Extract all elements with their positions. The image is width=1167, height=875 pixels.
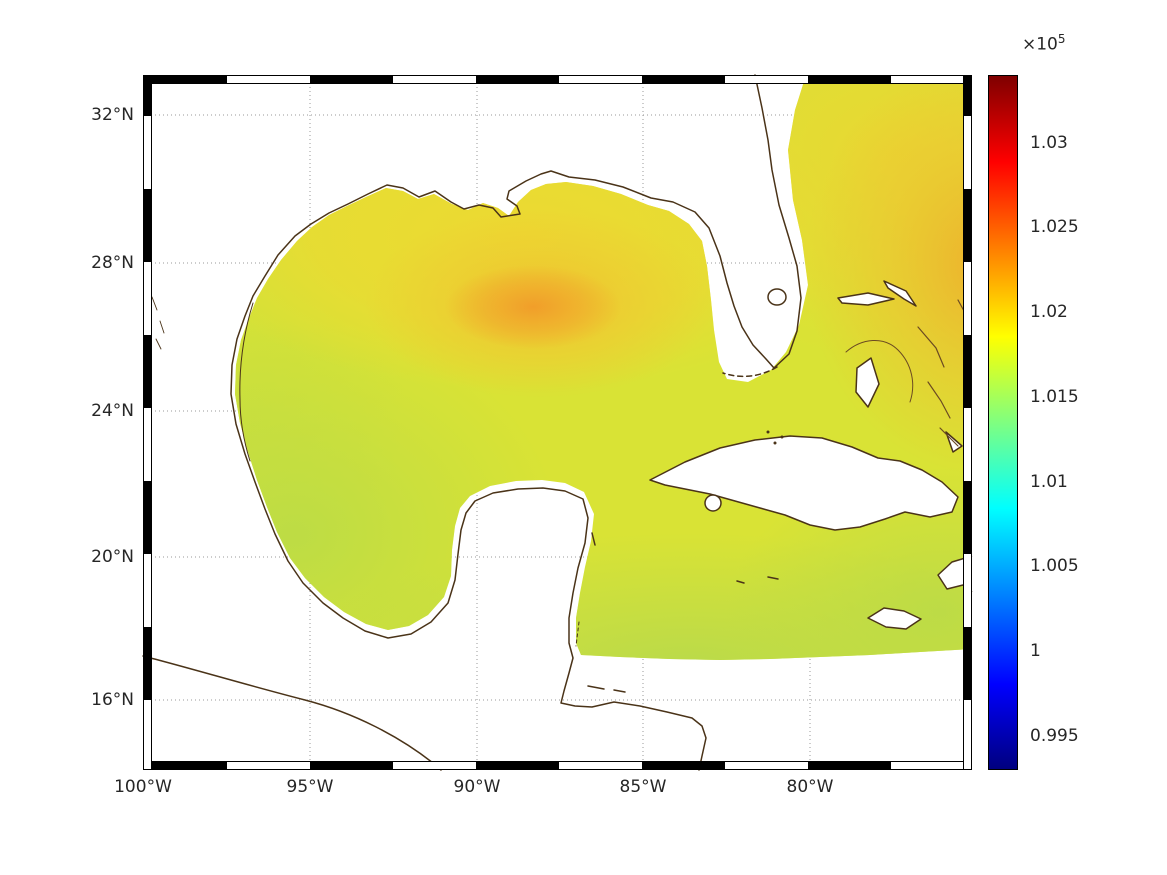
florida-keys <box>722 366 778 378</box>
cay-sal-bank <box>766 430 784 445</box>
lon-tick-label: 100°W <box>114 777 172 797</box>
map-frame-left <box>143 75 152 770</box>
lat-tick-label: 28°N <box>91 253 134 273</box>
colorbar-tick-label: 1.02 <box>1030 302 1068 322</box>
isla-juventud <box>704 494 722 512</box>
eleuthera-chain <box>917 326 945 368</box>
map-frame-right <box>963 75 972 770</box>
andros-island <box>855 357 880 408</box>
jamaica-island <box>867 607 922 630</box>
cuba-island <box>649 435 959 531</box>
texas-barrier-island <box>239 302 254 462</box>
cozumel-island <box>591 532 596 546</box>
colorbar-tick-label: 0.995 <box>1030 726 1079 746</box>
lon-tick-label: 95°W <box>286 777 334 797</box>
lat-tick-label: 20°N <box>91 547 134 567</box>
coastline-mainland <box>230 74 802 771</box>
lat-tick-label: 32°N <box>91 105 134 125</box>
lake-okeechobee <box>767 288 787 306</box>
abaco-island <box>883 280 917 307</box>
lon-tick-label: 90°W <box>453 777 501 797</box>
lon-tick-label: 85°W <box>619 777 667 797</box>
colorbar-tick-label: 1.025 <box>1030 217 1079 237</box>
inland-lagoon-marks <box>151 296 165 350</box>
coastline-pacific-mexico <box>142 655 442 771</box>
colorbar-tick-label: 1.015 <box>1030 387 1079 407</box>
lat-tick-label: 24°N <box>91 401 134 421</box>
great-bahama-bank <box>845 340 914 403</box>
bay-islands <box>587 685 626 693</box>
map-frame-top <box>143 75 972 84</box>
lon-tick-label: 80°W <box>786 777 834 797</box>
belize-reef <box>575 621 580 647</box>
cayman-islands <box>736 576 779 584</box>
colorbar-tick-label: 1.01 <box>1030 472 1068 492</box>
colorbar-exponent: ×105 <box>1022 32 1066 55</box>
colorbar-tick-label: 1.03 <box>1030 133 1068 153</box>
long-island-bahamas <box>939 427 959 447</box>
colorbar <box>988 75 1018 770</box>
colorbar-tick-label: 1.005 <box>1030 556 1079 576</box>
colorbar-tick-label: 1 <box>1030 641 1041 661</box>
grand-bahama <box>837 292 895 306</box>
map-frame-bottom <box>143 761 972 770</box>
lat-tick-label: 16°N <box>91 690 134 710</box>
exuma-chain <box>927 381 951 419</box>
